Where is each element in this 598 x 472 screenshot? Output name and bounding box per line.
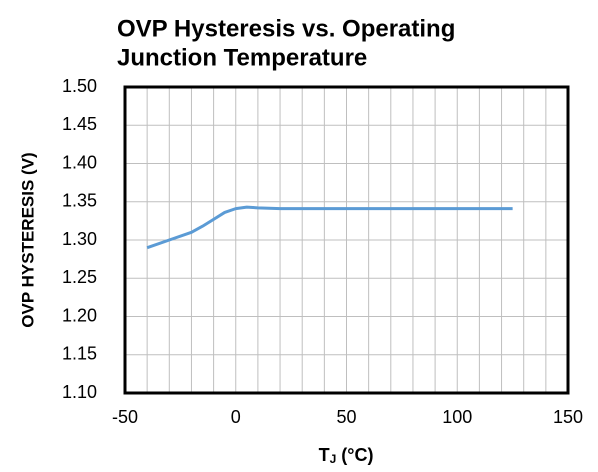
x-axis-label: TJ (°C) — [319, 445, 374, 466]
x-label-main: T — [319, 445, 330, 465]
x-tick-label: 0 — [231, 407, 241, 427]
y-tick-label: 1.35 — [62, 191, 97, 211]
y-tick-label: 1.25 — [62, 267, 97, 287]
y-tick-label: 1.20 — [62, 305, 97, 325]
chart-title: OVP Hysteresis vs. Operating — [117, 15, 455, 42]
y-tick-label: 1.10 — [62, 382, 97, 402]
y-tick-label: 1.30 — [62, 229, 97, 249]
x-tick-label: 150 — [553, 407, 583, 427]
data-line — [146, 205, 513, 250]
y-tick-label: 1.45 — [62, 114, 97, 134]
y-tick-label: 1.40 — [62, 152, 97, 172]
x-label-sub: J — [330, 452, 337, 466]
plot-border — [123, 85, 570, 395]
y-tick-label: 1.50 — [62, 76, 97, 96]
x-tick-label: 100 — [442, 407, 472, 427]
x-tick-label: 50 — [336, 407, 356, 427]
chart-title: Junction Temperature — [117, 44, 367, 71]
x-tick-label: -50 — [112, 407, 138, 427]
y-axis-label: OVP HYSTERESIS (V) — [18, 152, 37, 327]
y-tick-label: 1.15 — [62, 344, 97, 364]
x-label-rest: (°C) — [336, 445, 373, 465]
